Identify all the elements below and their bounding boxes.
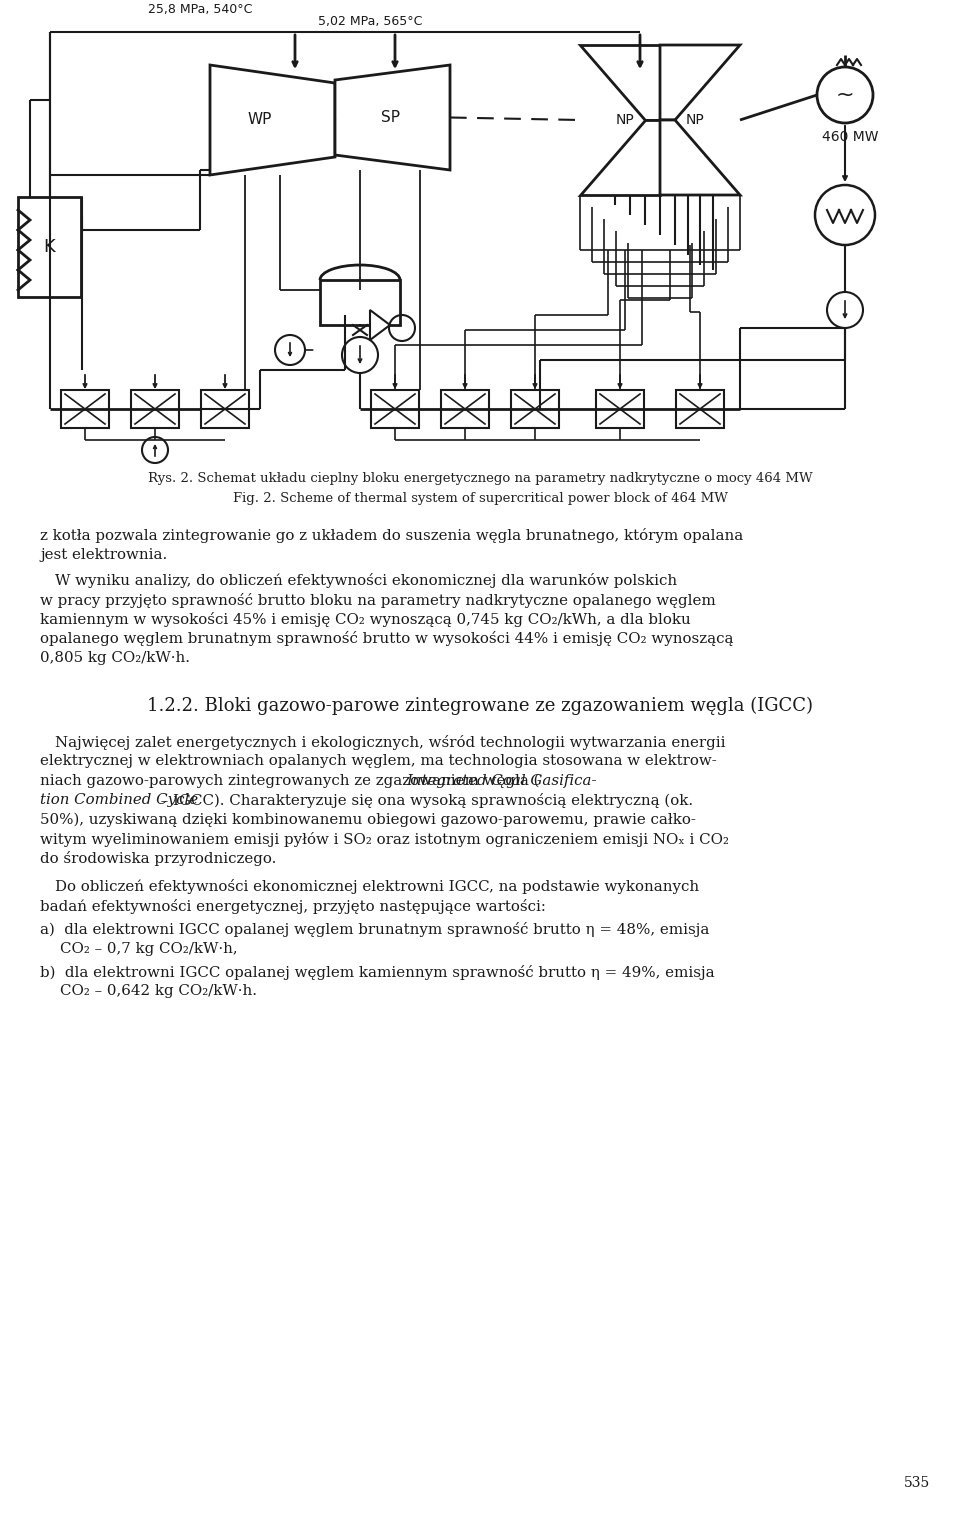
Text: 460 MW: 460 MW (822, 130, 878, 144)
Text: badań efektywności energetycznej, przyjęto następujące wartości:: badań efektywności energetycznej, przyję… (40, 899, 546, 914)
Text: CO₂ – 0,642 kg CO₂/kW·h.: CO₂ – 0,642 kg CO₂/kW·h. (60, 985, 257, 999)
Text: jest elektrownia.: jest elektrownia. (40, 548, 167, 561)
Text: ~: ~ (836, 85, 854, 104)
Text: – IGCC). Charakteryzuje się ona wysoką sprawnością elektryczną (ok.: – IGCC). Charakteryzuje się ona wysoką s… (156, 793, 693, 808)
Text: NP: NP (685, 113, 705, 127)
Text: Najwięcej zalet energetycznych i ekologicznych, wśród technologii wytwarzania en: Najwięcej zalet energetycznych i ekologi… (40, 734, 726, 749)
Text: niach gazowo-parowych zintegrowanych ze zgazowaniem węgla (: niach gazowo-parowych zintegrowanych ze … (40, 773, 555, 788)
Text: 1.2.2. Bloki gazowo-parowe zintegrowane ze zgazowaniem węgla (IGCC): 1.2.2. Bloki gazowo-parowe zintegrowane … (147, 696, 813, 714)
Bar (371, 390, 419, 428)
Polygon shape (580, 45, 660, 120)
Text: 0,805 kg CO₂/kW·h.: 0,805 kg CO₂/kW·h. (40, 651, 190, 666)
Polygon shape (210, 65, 335, 176)
Text: b)  dla elektrowni IGCC opalanej węglem kamiennym sprawność brutto η = 49%, emis: b) dla elektrowni IGCC opalanej węglem k… (40, 965, 714, 980)
Text: Integrated Coal Gasifica-: Integrated Coal Gasifica- (406, 773, 596, 787)
Text: 50%), uzyskiwaną dzięki kombinowanemu obiegowi gazowo-parowemu, prawie całko-: 50%), uzyskiwaną dzięki kombinowanemu ob… (40, 812, 696, 828)
Text: NP: NP (615, 113, 635, 127)
Text: a)  dla elektrowni IGCC opalanej węglem brunatnym sprawność brutto η = 48%, emis: a) dla elektrowni IGCC opalanej węglem b… (40, 921, 709, 937)
Text: witym wyeliminowaniem emisji pyłów i SO₂ oraz istotnym ograniczeniem emisji NOₓ : witym wyeliminowaniem emisji pyłów i SO₂… (40, 832, 729, 847)
Polygon shape (335, 65, 450, 169)
Text: 25,8 MPa, 540°C: 25,8 MPa, 540°C (148, 3, 252, 17)
Text: opalanego węglem brunatnym sprawność brutto w wysokości 44% i emisję CO₂ wynoszą: opalanego węglem brunatnym sprawność bru… (40, 631, 733, 646)
Text: 535: 535 (903, 1477, 930, 1490)
Text: SP: SP (380, 110, 399, 126)
Text: Rys. 2. Schemat układu cieplny bloku energetycznego na parametry nadkrytyczne o : Rys. 2. Schemat układu cieplny bloku ene… (148, 472, 812, 486)
Bar (511, 390, 559, 428)
Bar (201, 390, 249, 428)
Text: CO₂ – 0,7 kg CO₂/kW·h,: CO₂ – 0,7 kg CO₂/kW·h, (60, 941, 238, 956)
Bar (18, 197, 81, 297)
Polygon shape (370, 310, 390, 340)
Polygon shape (660, 120, 740, 195)
Text: z kotła pozwala zintegrowanie go z układem do suszenia węgla brunatnego, którym : z kotła pozwala zintegrowanie go z układ… (40, 528, 743, 543)
Bar (320, 280, 400, 325)
Bar (676, 390, 724, 428)
Polygon shape (580, 120, 660, 195)
Bar (596, 390, 644, 428)
Text: tion Combined Cycle: tion Combined Cycle (40, 793, 198, 806)
Bar (441, 390, 489, 428)
Bar (61, 390, 109, 428)
Bar (131, 390, 179, 428)
Text: 5,02 MPa, 565°C: 5,02 MPa, 565°C (318, 15, 422, 29)
Text: Fig. 2. Scheme of thermal system of supercritical power block of 464 MW: Fig. 2. Scheme of thermal system of supe… (232, 492, 728, 505)
Polygon shape (660, 45, 740, 120)
Text: kamiennym w wysokości 45% i emisję CO₂ wynoszącą 0,745 kg CO₂/kWh, a dla bloku: kamiennym w wysokości 45% i emisję CO₂ w… (40, 611, 691, 626)
Text: do środowiska przyrodniczego.: do środowiska przyrodniczego. (40, 852, 276, 867)
Text: elektrycznej w elektrowniach opalanych węglem, ma technologia stosowana w elektr: elektrycznej w elektrowniach opalanych w… (40, 753, 717, 769)
Text: w pracy przyjęto sprawność brutto bloku na parametry nadkrytyczne opalanego węgl: w pracy przyjęto sprawność brutto bloku … (40, 593, 716, 608)
Text: WP: WP (248, 112, 273, 127)
Text: K: K (43, 238, 56, 256)
Text: Do obliczeń efektywności ekonomicznej elektrowni IGCC, na podstawie wykonanych: Do obliczeń efektywności ekonomicznej el… (40, 879, 699, 894)
Text: W wyniku analizy, do obliczeń efektywności ekonomicznej dla warunków polskich: W wyniku analizy, do obliczeń efektywnoś… (40, 573, 677, 589)
